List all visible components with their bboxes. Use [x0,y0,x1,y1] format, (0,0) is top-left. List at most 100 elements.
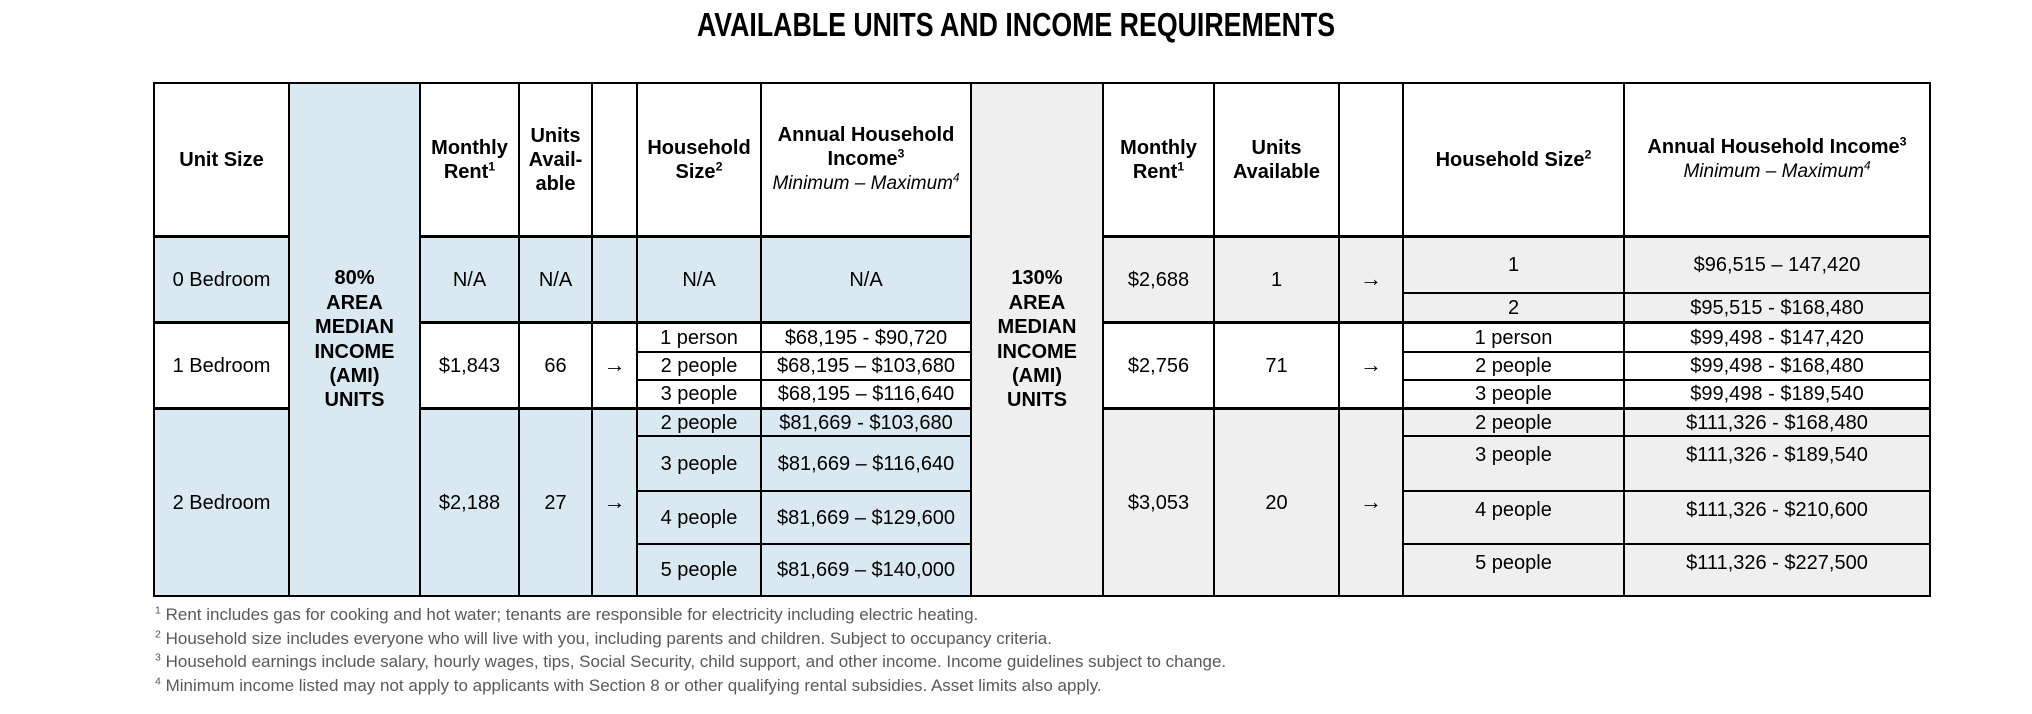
unit-size-header: Unit Size [153,82,288,235]
units-available-cell: 20 [1213,407,1338,595]
unit-size-cell-1bedroom: 1 Bedroom [153,321,288,407]
household-size-header-text: Household Size [647,136,751,183]
income-range-cell: $81,669 - $103,680 [760,407,970,435]
arrow-cell: → [1338,235,1402,321]
income-range-subtitle: Minimum – Maximum [772,173,953,195]
units-income-table: Unit Size 80% AREA MEDIAN INCOME (AMI) U… [153,82,1931,597]
household-size-header-right: Household Size2 [1402,82,1623,235]
income-range-cell: $111,326 - $227,500 [1623,543,1929,595]
income-range-cell: $81,669 – $140,000 [760,543,970,595]
footnote-1-text: Rent includes gas for cooking and hot wa… [160,605,979,624]
arrow-cell: → [591,321,636,407]
household-size-cell: 1 person [636,321,760,351]
footnotes: 1 Rent includes gas for cooking and hot … [155,603,1226,698]
footnote-4-marker: 4 [155,675,161,688]
rent-cell: $2,188 [419,407,518,595]
household-size-cell: 3 people [636,379,760,407]
income-range-cell: $99,498 - $189,540 [1623,379,1929,407]
household-size-cell: 2 people [636,351,760,379]
income-range-cell: $111,326 - $210,600 [1623,490,1929,543]
annual-income-header-text: Annual Household Income [1647,136,1900,159]
rent-cell: $3,053 [1102,407,1213,595]
footnote-ref-1: 1 [1177,158,1185,173]
footnote-ref-4: 4 [1863,159,1871,173]
rent-cell: $1,843 [419,321,518,407]
household-size-cell: 2 people [1402,407,1623,435]
income-range-cell: $68,195 - $90,720 [760,321,970,351]
footnote-1: 1 Rent includes gas for cooking and hot … [155,603,1226,627]
monthly-rent-header-right: Monthly Rent1 [1102,82,1213,235]
income-range-cell: $68,195 – $116,640 [760,379,970,407]
monthly-rent-header-text: Monthly Rent [1120,136,1197,183]
footnote-3-text: Household earnings include salary, hourl… [160,652,1227,672]
arrow-cell: → [1338,407,1402,595]
income-range-cell: $81,669 – $129,600 [760,490,970,543]
arrow-header-cell-right [1338,82,1402,235]
income-range-cell: $111,326 - $168,480 [1623,407,1929,435]
right-arrow-icon: → [603,352,626,378]
footnote-2-text: Household size includes everyone who wil… [160,628,1052,648]
annual-income-header-text: Annual Household Income [777,124,955,171]
footnote-ref-3: 3 [1899,134,1907,149]
footnote-2: 2 Household size includes everyone who w… [155,627,1226,651]
right-arrow-icon: → [1360,352,1382,378]
household-size-header-text: Household Size [1435,148,1585,171]
income-range-cell: $81,669 – $116,640 [760,435,970,490]
arrow-header-cell-left [591,82,636,235]
units-available-cell: 1 [1213,235,1338,321]
arrow-cell [591,235,636,321]
household-size-cell: N/A [636,235,760,321]
footnote-ref-3: 3 [897,146,905,161]
footnote-ref-2: 2 [1584,146,1592,161]
units-available-cell: N/A [518,235,591,321]
household-size-cell: 2 people [1402,351,1623,379]
units-available-cell: 66 [518,321,591,407]
household-size-cell: 2 [1402,292,1623,321]
footnote-ref-4: 4 [952,171,960,185]
footnote-ref-1: 1 [488,158,496,173]
income-range-cell: $95,515 - $168,480 [1623,292,1929,321]
household-size-cell: 5 people [1402,543,1623,595]
household-size-cell: 5 people [636,543,760,595]
monthly-rent-header-text: Monthly Rent [431,136,508,183]
right-arrow-icon: → [1360,489,1382,515]
footnote-4: 4 Minimum income listed may not apply to… [155,674,1226,698]
household-size-cell: 2 people [636,407,760,435]
unit-size-cell-2bedroom: 2 Bedroom [153,407,288,595]
household-size-header-left: Household Size2 [636,82,760,235]
income-range-cell: $99,498 - $168,480 [1623,351,1929,379]
footnote-4-text: Minimum income listed may not apply to a… [160,676,1102,696]
income-range-cell: $99,498 - $147,420 [1623,321,1929,351]
page-title: AVAILABLE UNITS AND INCOME REQUIREMENTS [696,6,1336,43]
unit-size-cell-0bedroom: 0 Bedroom [153,235,288,321]
ami-80-group-label: 80% AREA MEDIAN INCOME (AMI) UNITS [288,82,419,595]
arrow-cell: → [591,407,636,595]
footnote-1-marker: 1 [155,604,161,617]
units-available-cell: 27 [518,407,591,595]
footnote-3: 3 Household earnings include salary, hou… [155,650,1226,674]
units-available-header-right: Units Available [1213,82,1338,235]
footnote-3-marker: 3 [155,651,161,664]
annual-income-header-right: Annual Household Income3 Minimum – Maxim… [1623,82,1929,235]
footnote-ref-2: 2 [715,158,723,173]
income-range-cell: $111,326 - $189,540 [1623,435,1929,490]
rent-cell: N/A [419,235,518,321]
household-size-cell: 3 people [636,435,760,490]
right-arrow-icon: → [1360,266,1382,292]
units-available-header-left: Units Avail- able [518,82,591,235]
income-range-cell: $96,515 – 147,420 [1623,235,1929,292]
household-size-cell: 3 people [1402,435,1623,490]
monthly-rent-header-left: Monthly Rent1 [419,82,518,235]
income-range-subtitle: Minimum – Maximum [1683,161,1864,183]
income-range-cell: N/A [760,235,970,321]
footnote-2-marker: 2 [155,628,161,641]
ami-130-group-label: 130% AREA MEDIAN INCOME (AMI) UNITS [970,82,1102,595]
household-size-cell: 1 person [1402,321,1623,351]
units-available-cell: 71 [1213,321,1338,407]
household-size-cell: 4 people [636,490,760,543]
arrow-cell: → [1338,321,1402,407]
rent-cell: $2,756 [1102,321,1213,407]
rent-cell: $2,688 [1102,235,1213,321]
income-range-cell: $68,195 – $103,680 [760,351,970,379]
